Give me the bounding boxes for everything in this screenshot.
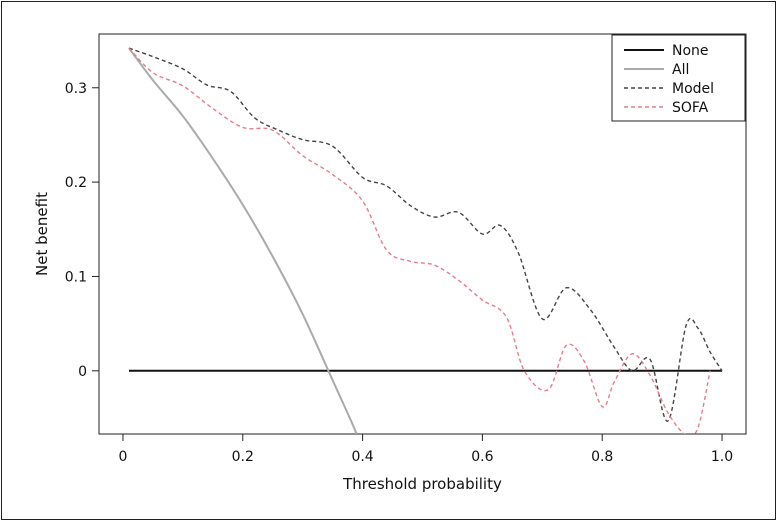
x-tick-label: 0.2 — [232, 449, 254, 465]
y-axis-label: Net benefit — [33, 192, 51, 276]
legend-label: Model — [672, 81, 714, 97]
legend: None All Model SOFA — [611, 34, 746, 122]
x-axis: 0 0.2 0.4 0.6 0.8 1.0 — [119, 434, 733, 465]
x-tick-label: 0 — [119, 449, 128, 465]
y-tick-label: 0.2 — [65, 175, 87, 191]
plot-area-border — [98, 33, 747, 435]
y-axis: 0 0.1 0.2 0.3 — [65, 81, 99, 380]
series-line-sofa — [128, 47, 711, 434]
x-tick-label: 0.6 — [471, 449, 493, 465]
y-tick-label: 0 — [78, 364, 87, 380]
legend-label: SOFA — [672, 100, 709, 116]
x-tick-label: 0.8 — [591, 449, 613, 465]
legend-label: All — [672, 62, 689, 78]
x-tick-label: 1.0 — [711, 449, 733, 465]
series-line-all — [128, 47, 358, 434]
series-lines — [128, 47, 723, 434]
x-axis-label: Threshold probability — [342, 475, 502, 493]
x-tick-label: 0.4 — [351, 449, 373, 465]
legend-label: None — [672, 43, 709, 59]
y-tick-label: 0.1 — [65, 269, 87, 285]
y-tick-label: 0.3 — [65, 81, 87, 97]
series-line-model — [128, 47, 723, 422]
